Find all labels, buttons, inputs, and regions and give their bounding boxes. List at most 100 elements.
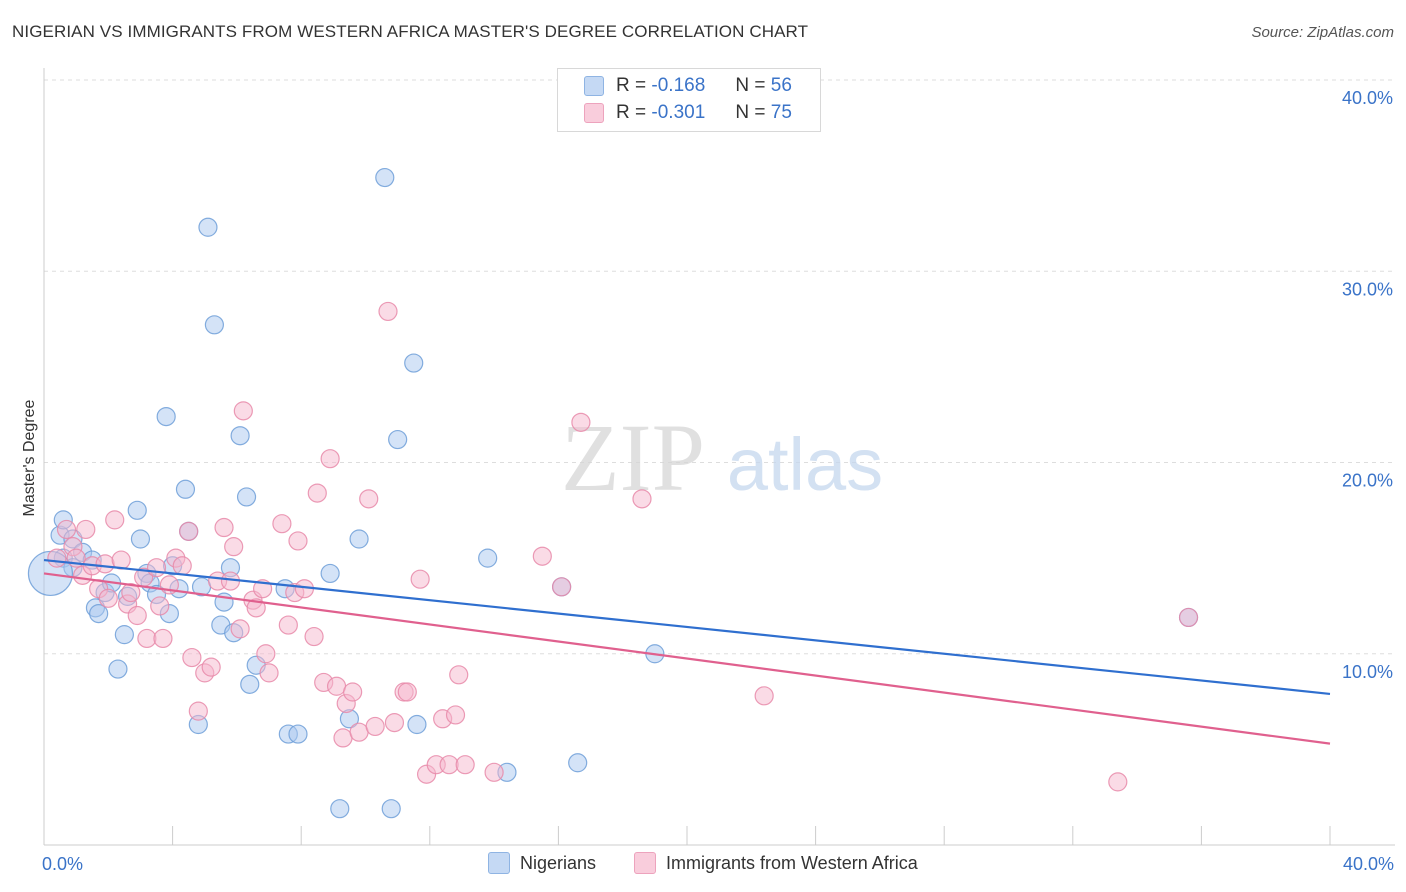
point-immigrants: [349, 722, 369, 742]
point-immigrants: [632, 489, 652, 509]
point-nigerians: [114, 625, 134, 645]
point-immigrants: [121, 582, 141, 603]
blue-swatch: [488, 852, 510, 874]
point-immigrants: [137, 628, 157, 649]
point-nigerians: [320, 563, 340, 584]
scatter-points: [27, 167, 1199, 819]
point-immigrants: [326, 676, 347, 696]
point-immigrants: [256, 644, 276, 664]
point-immigrants: [47, 548, 67, 568]
point-immigrants: [127, 605, 147, 626]
point-immigrants: [333, 728, 353, 748]
point-immigrants: [95, 554, 115, 574]
point-immigrants: [153, 628, 173, 649]
point-immigrants: [449, 665, 469, 685]
point-nigerians: [568, 753, 588, 773]
legend-item-immigrants[interactable]: Immigrants from Western Africa: [634, 852, 918, 874]
n-value: 75: [770, 102, 792, 123]
point-immigrants: [98, 588, 118, 608]
chart-title: NIGERIAN VS IMMIGRANTS FROM WESTERN AFRI…: [12, 22, 809, 41]
trend-lines: [43, 558, 1331, 745]
point-immigrants: [384, 712, 405, 733]
y-axis-label: Master's Degree: [21, 399, 38, 516]
point-immigrants: [410, 569, 430, 589]
point-nigerians: [388, 429, 408, 450]
point-immigrants: [179, 521, 199, 541]
blue-swatch: [584, 76, 604, 96]
point-nigerians: [407, 714, 427, 735]
r-value: -0.301: [651, 102, 706, 123]
point-immigrants: [278, 615, 298, 635]
n-value: 56: [770, 75, 792, 96]
point-nigerians: [349, 529, 369, 549]
series-legend: Nigerians Immigrants from Western Africa: [0, 852, 1406, 876]
legend-item-nigerians[interactable]: Nigerians: [488, 852, 596, 874]
point-immigrants: [378, 301, 398, 322]
point-nigerians: [236, 487, 257, 507]
point-immigrants: [214, 517, 234, 538]
axes: [43, 68, 1395, 846]
point-immigrants: [105, 510, 125, 530]
r-label: R =: [616, 102, 647, 123]
point-immigrants: [224, 537, 244, 557]
point-immigrants: [304, 626, 324, 647]
n-label: N =: [735, 75, 766, 96]
point-immigrants: [320, 449, 340, 469]
stats-legend: R = -0.168 N = 56 R = -0.301 N = 75: [557, 68, 821, 132]
point-immigrants: [307, 483, 327, 503]
grid-lines: [44, 79, 1395, 655]
point-immigrants: [56, 519, 77, 540]
point-nigerians: [478, 548, 498, 568]
point-immigrants: [246, 598, 266, 618]
legend-label: Immigrants from Western Africa: [666, 852, 918, 873]
y-tick-label: 40.0%: [1342, 88, 1393, 108]
point-immigrants: [484, 762, 504, 782]
point-immigrants: [230, 619, 250, 639]
point-immigrants: [259, 663, 279, 683]
point-immigrants: [233, 401, 253, 421]
point-immigrants: [455, 755, 475, 775]
point-nigerians: [127, 500, 147, 520]
pink-swatch: [634, 852, 656, 874]
point-immigrants: [343, 682, 363, 702]
point-nigerians: [330, 799, 350, 819]
point-immigrants: [146, 558, 167, 578]
stats-row-nigerians: R = -0.168 N = 56: [584, 74, 792, 98]
point-nigerians: [404, 353, 424, 373]
point-nigerians: [89, 603, 109, 624]
watermark-atlas: atlas: [727, 423, 883, 506]
point-nigerians: [375, 167, 395, 188]
r-label: R =: [616, 75, 647, 96]
source-label: Source: ZipAtlas.com: [1251, 24, 1394, 41]
point-immigrants: [532, 546, 552, 566]
point-immigrants: [365, 716, 385, 737]
y-tick-label: 20.0%: [1342, 471, 1393, 491]
point-nigerians: [108, 659, 128, 679]
point-immigrants: [571, 412, 591, 432]
point-immigrants: [150, 596, 170, 616]
point-immigrants: [288, 531, 308, 551]
point-nigerians: [175, 479, 196, 499]
x-tick-label: 40.0%: [1343, 854, 1394, 874]
point-nigerians: [204, 315, 224, 335]
pink-swatch: [584, 103, 604, 123]
point-nigerians: [156, 407, 176, 427]
point-nigerians: [230, 426, 250, 446]
trend-line-nigerians: [43, 558, 1331, 696]
trend-line-immigrants: [43, 572, 1331, 745]
point-nigerians: [381, 799, 401, 819]
point-immigrants: [552, 577, 572, 597]
y-tick-label: 30.0%: [1342, 279, 1393, 299]
point-immigrants: [182, 647, 202, 668]
point-immigrants: [188, 701, 208, 721]
point-immigrants: [439, 755, 459, 775]
point-immigrants: [76, 519, 96, 540]
point-immigrants: [172, 556, 192, 576]
n-label: N =: [735, 102, 766, 123]
point-immigrants: [201, 657, 221, 677]
point-nigerians: [288, 724, 308, 744]
point-immigrants: [754, 686, 774, 706]
r-value: -0.168: [651, 75, 706, 96]
x-tick-label: 0.0%: [42, 854, 83, 874]
